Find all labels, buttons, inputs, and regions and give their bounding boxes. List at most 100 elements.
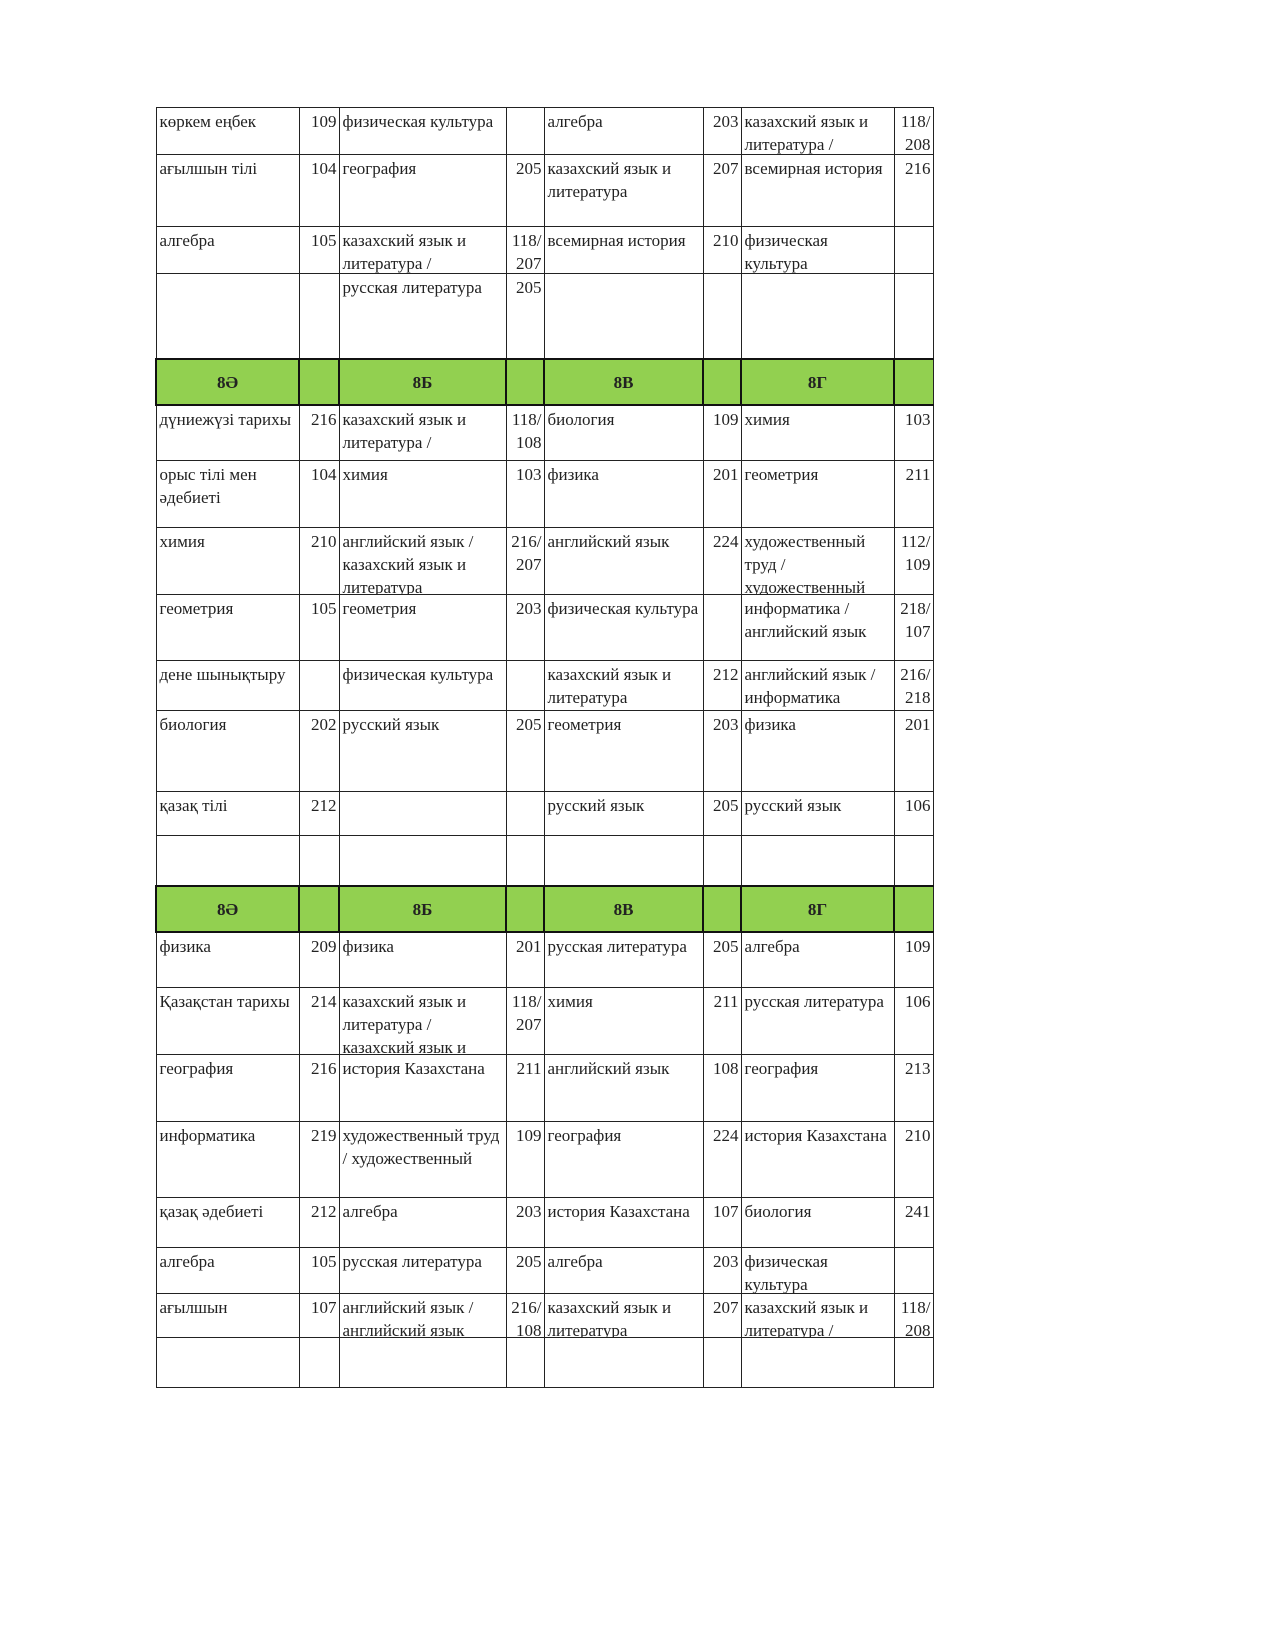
- subject-cell: [740, 835, 895, 887]
- subject-cell: казахский язык и литература: [543, 1293, 704, 1338]
- room-number: 109: [905, 937, 931, 956]
- room-number: [507, 1339, 543, 1387]
- subject-name: химия: [547, 992, 593, 1011]
- room-number: 241: [905, 1202, 931, 1221]
- subject-name: [545, 836, 702, 885]
- subject-cell: физическая культура: [740, 226, 895, 274]
- header-room-cell: [893, 885, 934, 933]
- table-row: география 216 история Казахстана 211 английс…: [155, 1054, 934, 1122]
- table-row: алгебра 105 русская литература 205 алгебра 20…: [155, 1247, 934, 1294]
- class-name: 8Г: [807, 900, 828, 919]
- subject-name: [545, 274, 702, 358]
- subject-cell: география: [543, 1121, 704, 1198]
- room-cell: [298, 835, 340, 887]
- room-number: 224: [713, 532, 739, 551]
- room-cell: 210: [702, 226, 742, 274]
- room-cell: 203: [702, 107, 742, 155]
- subject-cell: физическая культура: [338, 107, 507, 155]
- header-room-text: [895, 361, 932, 403]
- room-cell: 216: [298, 404, 340, 461]
- subject-name: геометрия: [159, 599, 234, 618]
- room-number: 216: [311, 410, 337, 429]
- subject-cell: геометрия: [155, 594, 300, 661]
- subject-cell: [543, 273, 704, 360]
- room-cell: 203: [505, 594, 545, 661]
- subject-name: қазақ әдебиеті: [159, 1202, 264, 1221]
- subject-name: физика: [547, 465, 599, 484]
- subject-name: история Казахстана: [547, 1202, 690, 1221]
- room-number: 212: [311, 1202, 337, 1221]
- subject-cell: физическая культура: [338, 660, 507, 711]
- room-number: 211: [905, 465, 931, 484]
- subject-cell: алгебра: [740, 931, 895, 988]
- subject-name: [157, 836, 298, 885]
- subject-cell: русский язык: [740, 791, 895, 836]
- room-cell: 109: [298, 107, 340, 155]
- class-header-cell: 8Г: [740, 885, 895, 933]
- subject-cell: физическая культура: [740, 1247, 895, 1294]
- subject-name: алгебра: [547, 112, 603, 131]
- room-number: 224: [713, 1126, 739, 1145]
- subject-cell: русский язык: [338, 710, 507, 792]
- subject-cell: қазақ әдебиеті: [155, 1197, 300, 1248]
- subject-cell: география: [155, 1054, 300, 1122]
- room-cell: 210: [893, 1121, 934, 1198]
- subject-cell: [338, 835, 507, 887]
- subject-cell: [155, 835, 300, 887]
- subject-name: информатика / английский язык: [744, 599, 867, 641]
- room-number: 118/ 207: [511, 992, 542, 1034]
- room-number: 210: [311, 532, 337, 551]
- table-row: дүниежүзі тарихы 216 казахский язык и лите…: [155, 404, 934, 461]
- subject-name: [340, 1339, 505, 1387]
- subject-name: художественный труд / художественный: [744, 532, 866, 594]
- subject-name: история Казахстана: [342, 1059, 485, 1078]
- room-cell: 201: [505, 931, 545, 988]
- subject-name: [742, 274, 893, 358]
- room-number: 216: [905, 159, 931, 178]
- subject-cell: казахский язык и литература: [543, 660, 704, 711]
- room-cell: [702, 835, 742, 887]
- room-number: 109: [713, 410, 739, 429]
- room-number: 203: [713, 112, 739, 131]
- subject-name: биология: [744, 1202, 812, 1221]
- room-cell: [505, 660, 545, 711]
- table-row: физика 209 физика 201 русская литература 205 а…: [155, 931, 934, 988]
- subject-name: алгебра: [744, 937, 800, 956]
- subject-name: физика: [342, 937, 394, 956]
- header-room-text: [705, 361, 739, 403]
- subject-name: английский язык / информатика: [744, 665, 876, 707]
- room-cell: [893, 835, 934, 887]
- room-number: [895, 1339, 932, 1387]
- subject-name: английский язык: [547, 1059, 670, 1078]
- room-number: 107: [311, 1298, 337, 1317]
- subject-name: алгебра: [547, 1252, 603, 1271]
- subject-name: геометрия: [744, 465, 819, 484]
- room-cell: [893, 226, 934, 274]
- subject-cell: английский язык / казахский язык и литер…: [338, 527, 507, 595]
- subject-name: физическая культура: [342, 665, 494, 684]
- subject-name: география: [744, 1059, 819, 1078]
- subject-name: английский язык / казахский язык и литер…: [342, 532, 474, 594]
- room-cell: 107: [298, 1293, 340, 1338]
- room-cell: 210: [298, 527, 340, 595]
- subject-cell: [543, 1337, 704, 1388]
- subject-name: Қазақстан тарихы: [159, 992, 290, 1011]
- room-number: 201: [516, 937, 542, 956]
- room-cell: 103: [505, 460, 545, 528]
- class-name: 8В: [613, 373, 634, 392]
- table-row: ағылшын тілі 104 география 205 казахский язы…: [155, 154, 934, 227]
- subject-name: геометрия: [342, 599, 417, 618]
- subject-name: [157, 274, 298, 358]
- subject-name: орыс тілі мен әдебиеті: [159, 465, 257, 507]
- subject-cell: английский язык / информатика: [740, 660, 895, 711]
- subject-name: физическая культура: [744, 1252, 828, 1293]
- room-cell: 118/ 208: [893, 1293, 934, 1338]
- subject-cell: [740, 273, 895, 360]
- subject-cell: дене шынықтыру: [155, 660, 300, 711]
- subject-cell: физика: [740, 710, 895, 792]
- room-number: [704, 596, 740, 660]
- room-cell: 118/ 207: [505, 226, 545, 274]
- subject-name: [340, 793, 505, 835]
- room-number: 216: [311, 1059, 337, 1078]
- subject-name: русская литература: [547, 937, 687, 956]
